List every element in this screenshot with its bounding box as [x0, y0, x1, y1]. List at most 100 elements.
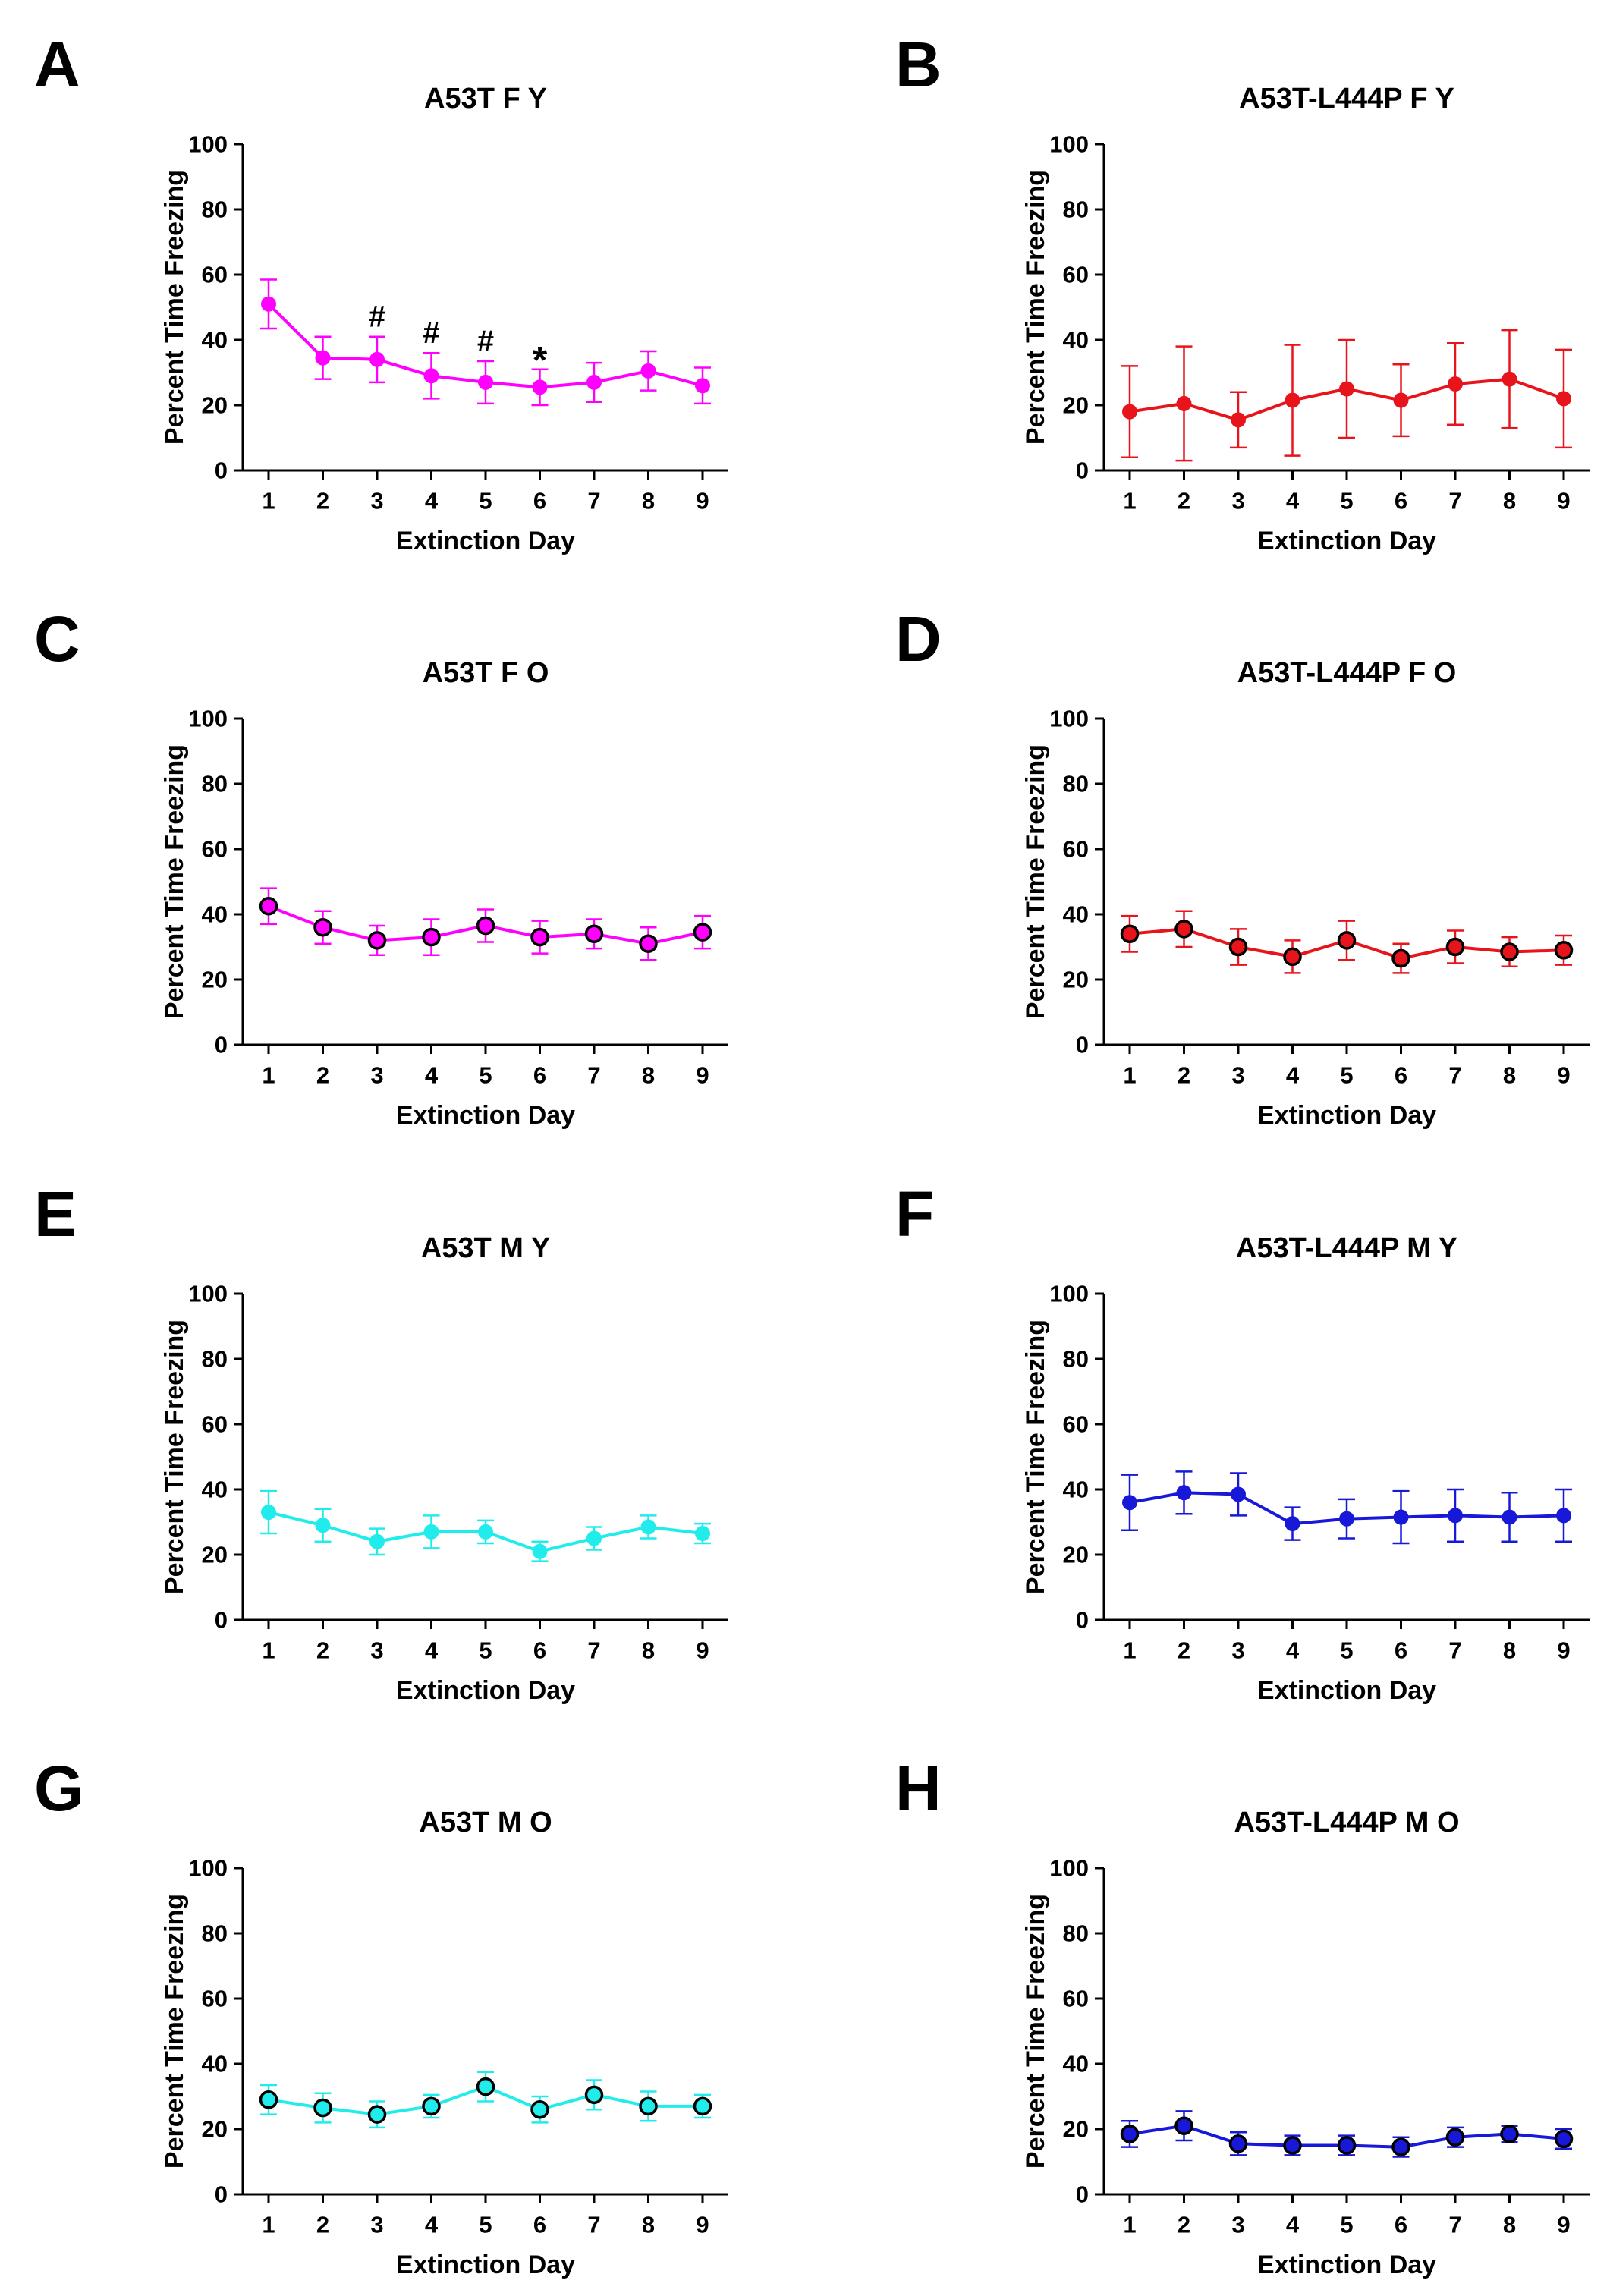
data-point [1285, 1516, 1300, 1532]
series-0 [1121, 1470, 1572, 1545]
x-tick-label: 4 [425, 488, 439, 514]
data-point [1228, 937, 1248, 957]
x-tick-label: 8 [1503, 2212, 1516, 2238]
x-tick-label: 2 [316, 2212, 329, 2238]
series-0 [260, 278, 711, 407]
x-tick-label: 3 [370, 2212, 383, 2238]
x-tick-label: 3 [1231, 488, 1244, 514]
x-tick-label: 2 [1178, 1062, 1190, 1089]
data-point [532, 379, 548, 395]
chart-title: A53T-L444P F Y [1239, 83, 1454, 115]
x-tick-label: 4 [1286, 1637, 1300, 1664]
y-tick-label: 100 [188, 1281, 228, 1307]
data-point [1120, 2125, 1140, 2143]
x-tick-label: 1 [1123, 488, 1136, 514]
x-tick-label: 7 [587, 488, 600, 514]
x-tick-label: 4 [425, 1062, 439, 1089]
x-tick-label: 2 [316, 1637, 329, 1664]
x-tick-label: 5 [479, 1062, 492, 1089]
data-point [1448, 376, 1463, 392]
x-tick-label: 8 [1503, 488, 1516, 514]
x-tick-label: 3 [1231, 1637, 1244, 1664]
y-tick-label: 20 [1063, 967, 1089, 993]
data-point [584, 2085, 604, 2105]
y-tick-label: 80 [202, 1920, 228, 1947]
data-point [1285, 392, 1300, 408]
data-point [1393, 392, 1409, 408]
significance-marker: # [423, 316, 439, 350]
x-tick-label: 6 [533, 1637, 546, 1664]
x-tick-label: 6 [1395, 1637, 1407, 1664]
data-point [1228, 2134, 1248, 2153]
data-point [1176, 395, 1192, 411]
x-tick-label: 8 [642, 2212, 655, 2238]
series-0 [259, 887, 712, 961]
y-tick-label: 80 [1063, 771, 1089, 797]
y-axis-label: Percent Time Freezing [160, 1894, 189, 2169]
x-tick-label: 5 [479, 2212, 492, 2238]
x-axis-label: Extinction Day [1257, 527, 1436, 555]
y-tick-label: 40 [202, 1477, 228, 1503]
data-point [1500, 2125, 1519, 2143]
y-tick-label: 80 [1063, 197, 1089, 223]
y-axis-label: Percent Time Freezing [160, 170, 189, 445]
y-tick-label: 100 [1049, 131, 1089, 158]
data-point [259, 2090, 278, 2109]
x-tick-label: 2 [1178, 2212, 1190, 2238]
significance-marker: # [369, 300, 385, 334]
y-tick-label: 0 [1076, 1032, 1089, 1058]
panel-letter: G [34, 1753, 83, 1824]
significance-marker: * [533, 339, 548, 382]
significance-marker: # [477, 325, 494, 358]
data-point [1339, 1511, 1354, 1527]
x-tick-label: 6 [533, 2212, 546, 2238]
data-point [1337, 2136, 1357, 2155]
y-tick-label: 0 [215, 1032, 228, 1058]
x-tick-label: 8 [1503, 1637, 1516, 1664]
data-point [693, 923, 712, 942]
y-tick-label: 80 [202, 197, 228, 223]
data-point [1445, 937, 1465, 957]
data-point [1448, 1508, 1463, 1524]
x-tick-label: 3 [1231, 2212, 1244, 2238]
data-point [1231, 412, 1246, 428]
chart-title: A53T M O [419, 1807, 552, 1838]
panel-letter: E [34, 1178, 77, 1250]
x-tick-label: 1 [262, 488, 275, 514]
x-tick-label: 7 [1448, 488, 1461, 514]
x-tick-label: 4 [425, 1637, 439, 1664]
y-tick-label: 80 [1063, 1346, 1089, 1373]
data-point [369, 1533, 385, 1549]
chart-title: A53T-L444P F O [1237, 657, 1457, 689]
x-tick-label: 7 [1448, 1062, 1461, 1089]
panel-h: H A53T-L444P M O 0 20 40 60 80 100 1 2 3 4 5 6 7 8 9 Exti… [895, 1753, 1590, 2279]
chart-title: A53T-L444P M O [1234, 1807, 1459, 1838]
x-tick-label: 7 [1448, 2212, 1461, 2238]
y-tick-label: 0 [1076, 1607, 1089, 1634]
x-tick-label: 1 [262, 2212, 275, 2238]
data-point [1554, 941, 1574, 960]
y-tick-label: 80 [202, 771, 228, 797]
data-point [1391, 948, 1410, 968]
x-axis-label: Extinction Day [1257, 1101, 1436, 1130]
data-point [1502, 371, 1517, 387]
x-tick-label: 9 [696, 1637, 709, 1664]
x-tick-label: 2 [316, 1062, 329, 1089]
panel-f: F A53T-L444P M Y 0 20 40 60 80 100 1 2 3 4 5 6 7 8 9 Exti… [895, 1178, 1590, 1705]
y-tick-label: 60 [1063, 1986, 1089, 2012]
x-tick-label: 8 [1503, 1062, 1516, 1089]
y-tick-label: 40 [202, 901, 228, 928]
x-tick-label: 9 [1557, 2212, 1570, 2238]
chart-title: A53T F Y [424, 83, 547, 115]
y-tick-label: 60 [1063, 836, 1089, 863]
y-axis-label: Percent Time Freezing [1021, 170, 1050, 445]
x-axis-label: Extinction Day [396, 2250, 575, 2279]
y-tick-label: 80 [1063, 1920, 1089, 1947]
y-tick-label: 20 [202, 1542, 228, 1568]
panel-d: D A53T-L444P F O 0 20 40 60 80 100 1 2 3 4 5 6 7 8 9 Exti… [895, 603, 1590, 1130]
data-point [1502, 1509, 1517, 1525]
x-axis-label: Extinction Day [396, 527, 575, 555]
y-tick-label: 100 [188, 1855, 228, 1882]
x-tick-label: 1 [262, 1062, 275, 1089]
